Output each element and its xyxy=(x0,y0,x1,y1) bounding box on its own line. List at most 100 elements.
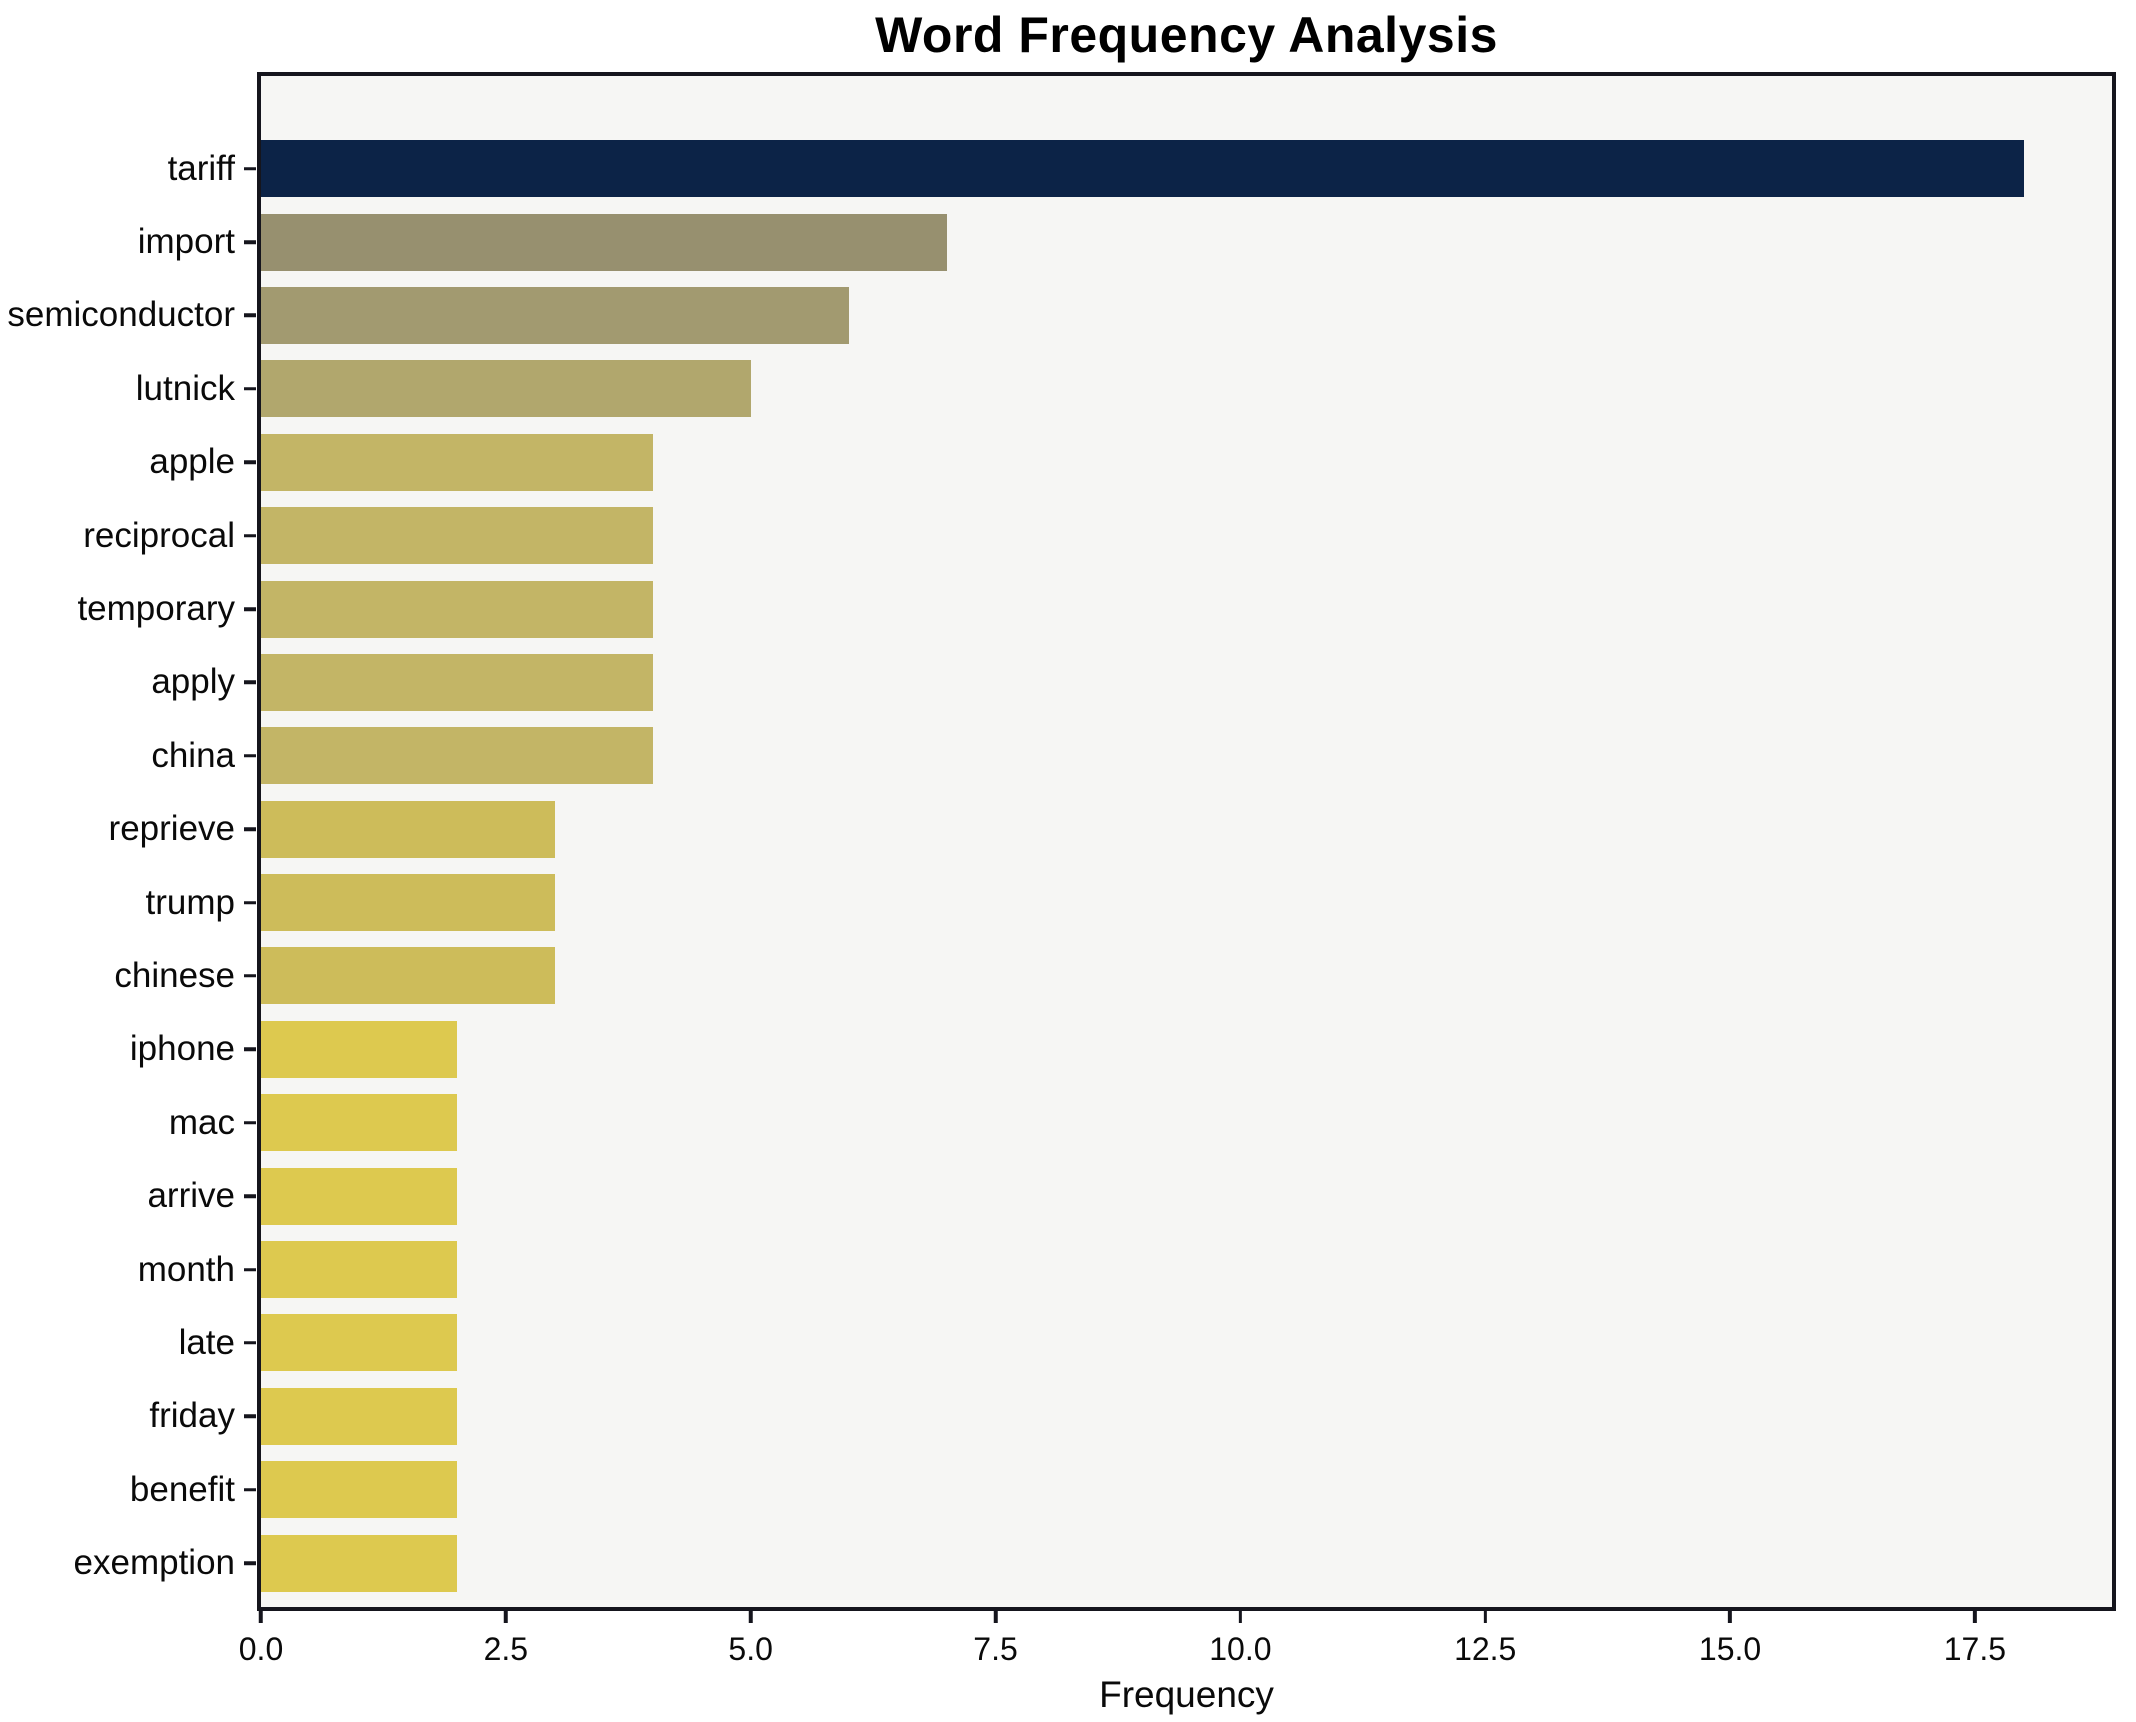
x-tick: 5.0 xyxy=(728,1611,773,1668)
y-tick-label: tariff xyxy=(167,148,235,188)
bar-row: china xyxy=(151,719,2112,792)
plot-area: tariff import semiconductor lutnick apple rec… xyxy=(7,72,2116,1667)
y-tick-mark xyxy=(244,533,256,538)
bar xyxy=(261,507,653,565)
x-tick-label: 7.5 xyxy=(973,1631,1018,1667)
x-axis-label: Frequency xyxy=(1099,1674,1274,1715)
x-tick: 2.5 xyxy=(484,1611,528,1668)
y-tick-mark xyxy=(244,387,256,391)
bar xyxy=(261,433,653,491)
y-tick-label: apple xyxy=(149,442,235,482)
y-tick-label: iphone xyxy=(129,1029,235,1069)
y-tick-label: reprieve xyxy=(108,809,235,849)
x-tick-mark xyxy=(1728,1611,1732,1623)
x-tick-label: 12.5 xyxy=(1454,1631,1517,1667)
x-tick-mark xyxy=(993,1611,998,1623)
y-tick-mark xyxy=(244,166,256,171)
bar xyxy=(261,1167,457,1225)
bar xyxy=(261,360,751,418)
bar-row: iphone xyxy=(130,1013,2112,1086)
bar xyxy=(261,800,555,858)
x-tick-label: 2.5 xyxy=(483,1631,529,1667)
y-tick-mark xyxy=(244,240,256,244)
bar xyxy=(261,213,947,271)
bar-row: import xyxy=(138,205,2112,278)
x-tick-mark xyxy=(1238,1611,1243,1623)
x-tick: 12.5 xyxy=(1454,1611,1516,1668)
y-tick-label: import xyxy=(137,222,235,262)
y-tick-label: reciprocal xyxy=(83,515,235,555)
x-tick-label: 10.0 xyxy=(1209,1631,1272,1667)
x-tick-label: 0.0 xyxy=(238,1631,284,1667)
bar xyxy=(261,1314,457,1372)
y-tick-mark xyxy=(244,1414,256,1419)
bar-row: lutnick xyxy=(136,352,2112,425)
y-tick-label: mac xyxy=(168,1102,235,1142)
bar xyxy=(261,1534,457,1592)
bar xyxy=(261,727,653,785)
y-tick-label: temporary xyxy=(77,589,235,629)
y-tick-label: month xyxy=(137,1249,235,1289)
y-tick-mark xyxy=(244,1047,256,1052)
x-tick-mark xyxy=(748,1611,753,1623)
y-tick-label: arrive xyxy=(147,1176,235,1216)
y-tick-mark xyxy=(244,1194,256,1198)
y-tick-mark xyxy=(244,607,256,611)
y-tick-mark xyxy=(244,827,256,831)
bar-row: temporary xyxy=(77,572,2112,645)
bar xyxy=(261,653,653,711)
bar xyxy=(261,1241,457,1299)
bar-row: arrive xyxy=(147,1159,2112,1232)
bar xyxy=(261,1094,457,1152)
x-tick: 17.5 xyxy=(1944,1611,2006,1668)
y-tick-label: trump xyxy=(145,882,235,922)
y-tick-mark xyxy=(244,754,256,758)
y-tick-mark xyxy=(244,1487,256,1492)
x-tick: 7.5 xyxy=(973,1611,1018,1668)
bar xyxy=(261,1461,457,1519)
y-tick-mark xyxy=(244,1121,256,1125)
y-tick-label: chinese xyxy=(114,955,235,995)
bar-row: friday xyxy=(149,1380,2112,1453)
bar-row: late xyxy=(179,1306,2112,1379)
bar-row: mac xyxy=(169,1086,2112,1159)
y-tick-label: china xyxy=(151,735,235,775)
bar xyxy=(261,140,2024,198)
bar xyxy=(261,1387,457,1445)
bar-row: month xyxy=(138,1233,2112,1306)
y-tick-label: late xyxy=(178,1322,235,1362)
y-tick-mark xyxy=(244,900,256,905)
x-tick-mark xyxy=(1483,1611,1487,1623)
bar-row: semiconductor xyxy=(7,279,2112,352)
y-tick-mark xyxy=(244,680,256,685)
bar-row: benefit xyxy=(130,1453,2112,1526)
x-tick: 15.0 xyxy=(1699,1611,1761,1668)
y-tick-label: lutnick xyxy=(135,368,235,408)
bar-row: apply xyxy=(151,646,2112,719)
x-tick: 0.0 xyxy=(239,1611,283,1668)
bar xyxy=(261,1020,457,1078)
bar xyxy=(261,947,555,1005)
y-tick-mark xyxy=(244,460,256,464)
bar xyxy=(261,286,849,344)
y-tick-mark xyxy=(244,313,256,318)
bar-row: reprieve xyxy=(109,793,2112,866)
bar xyxy=(261,874,555,932)
bar-row: apple xyxy=(149,426,2112,499)
x-tick-label: 17.5 xyxy=(1943,1631,2007,1667)
y-tick-label: semiconductor xyxy=(7,295,235,335)
x-tick: 10.0 xyxy=(1209,1611,1272,1668)
y-tick-mark xyxy=(244,1341,256,1345)
bar-row: trump xyxy=(146,866,2112,939)
y-tick-label: friday xyxy=(149,1396,235,1436)
x-tick-label: 5.0 xyxy=(728,1631,773,1667)
x-tick-mark xyxy=(1973,1611,1977,1623)
bar-row: tariff xyxy=(168,132,2112,205)
bar-row: exemption xyxy=(74,1526,2112,1599)
chart-title: Word Frequency Analysis xyxy=(875,7,1498,63)
y-tick-label: apply xyxy=(151,662,235,702)
x-tick-mark xyxy=(259,1611,263,1623)
x-tick-mark xyxy=(504,1611,508,1623)
y-tick-mark xyxy=(244,974,256,978)
